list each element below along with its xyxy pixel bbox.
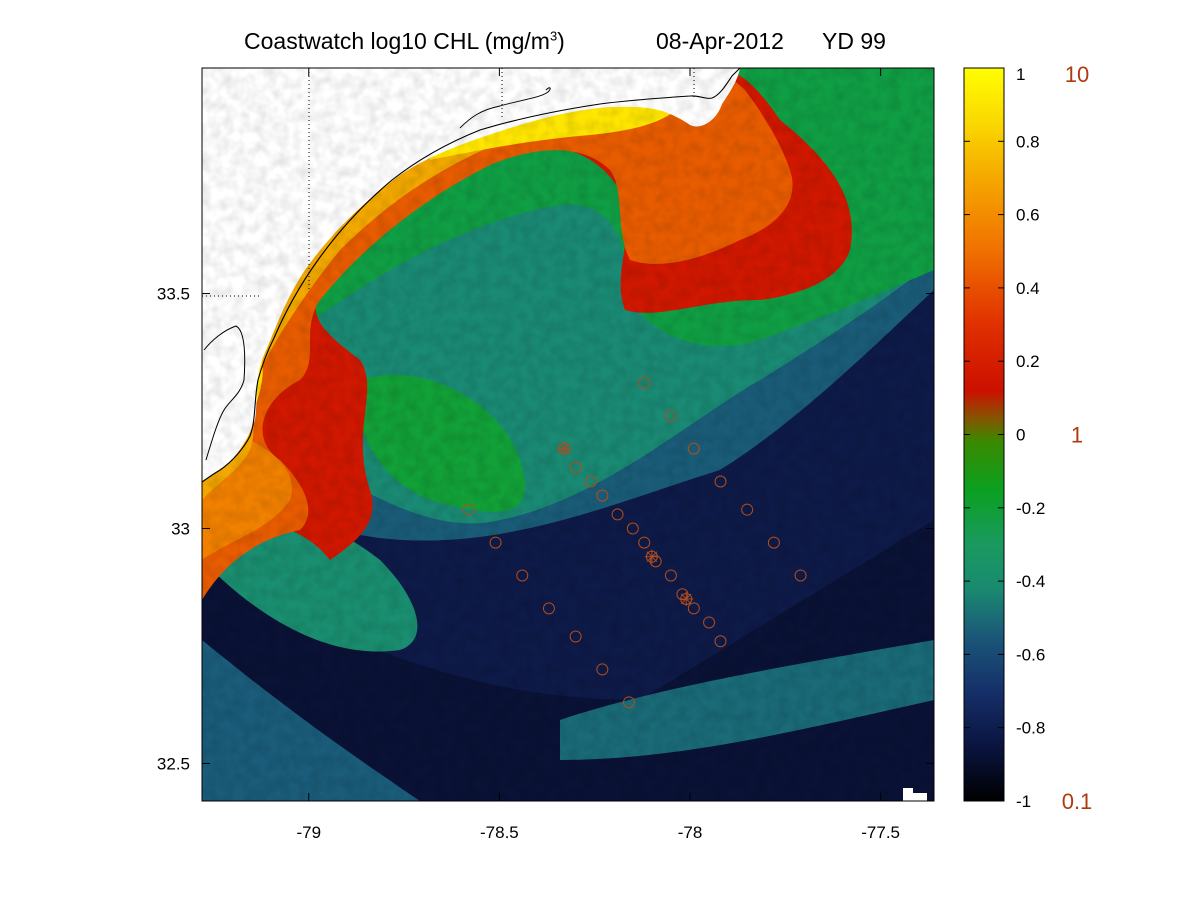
colorbar-linear-label: 10 [1065, 62, 1089, 87]
figure-title: Coastwatch log10 CHL (mg/m3) 08-Apr-2012… [200, 28, 940, 58]
station-marker [703, 616, 716, 629]
colorbar-tick-label: 1 [1016, 65, 1025, 84]
station-marker [611, 508, 624, 521]
station-marker [638, 376, 651, 389]
x-axis-ticks: -79 -78.5 -78 -77.5 [296, 68, 900, 842]
station-marker [626, 522, 639, 535]
station-marker [516, 569, 529, 582]
station-marker-star [679, 591, 694, 606]
station-marker [687, 442, 700, 455]
station-marker [638, 536, 651, 549]
colorbar-tick-label: 0.2 [1016, 352, 1040, 371]
colorbar-tick-label: -0.4 [1016, 572, 1045, 591]
colorbar-tick-label: -1 [1016, 792, 1031, 811]
station-marker [767, 536, 780, 549]
x-tick-label: -78 [678, 823, 703, 842]
inlet-outline [203, 325, 246, 461]
colorbar-tick-label: 0.4 [1016, 279, 1040, 298]
colorbar-linear-label: 0.1 [1062, 789, 1093, 814]
title-variable: Coastwatch log10 CHL (mg/m3) [244, 28, 565, 54]
station-marker [623, 696, 635, 709]
station-marker [664, 569, 677, 582]
station-marker [741, 503, 754, 516]
title-date: 08-Apr-2012 [656, 28, 784, 54]
chlorophyll-heatmap [202, 68, 934, 801]
station-marker [542, 602, 555, 615]
station-marker [664, 409, 677, 422]
y-tick-label: 33 [171, 519, 190, 538]
y-tick-label: 32.5 [157, 754, 190, 773]
colorbar-tick-label: 0.8 [1016, 132, 1040, 151]
colorbar-scale [964, 68, 1004, 801]
station-marker [649, 555, 662, 568]
colorbar-linear-labels: 10 1 0.1 [1062, 62, 1093, 814]
y-axis-ticks: 32.5 33 33.5 [157, 285, 934, 773]
title-yearday: YD 99 [822, 28, 886, 54]
station-marker [596, 663, 609, 676]
station-marker [584, 475, 597, 488]
station-marker [714, 635, 727, 648]
station-marker [687, 602, 700, 615]
colorbar-tick-label: 0.6 [1016, 206, 1040, 225]
x-tick-label: -79 [296, 823, 321, 842]
colorbar-tick-label: 0 [1016, 426, 1025, 445]
station-marker [714, 475, 727, 488]
colorbar-ticks: 1 0.8 0.6 0.4 0.2 0 -0.2 -0.4 -0.6 -0.8 -1 [964, 65, 1045, 811]
station-markers [462, 376, 807, 709]
station-marker [462, 503, 475, 516]
colorbar-tick-label: -0.8 [1016, 719, 1045, 738]
station-marker-star [557, 441, 572, 456]
station-marker [794, 569, 807, 582]
coastline [202, 68, 741, 483]
colorbar-tick-label: -0.2 [1016, 499, 1045, 518]
plot-axes: -79 -78.5 -78 -77.5 32.5 33 33.5 [157, 67, 935, 842]
station-marker [569, 630, 582, 643]
station-marker [489, 536, 502, 549]
x-tick-label: -77.5 [861, 823, 900, 842]
colorbar-linear-label: 1 [1071, 423, 1083, 448]
colorbar-tick-label: -0.6 [1016, 645, 1045, 664]
station-marker [676, 588, 689, 601]
y-tick-label: 33.5 [157, 285, 190, 304]
x-tick-label: -78.5 [480, 823, 519, 842]
station-marker [569, 461, 582, 474]
colorbar: 1 0.8 0.6 0.4 0.2 0 -0.2 -0.4 -0.6 -0.8 -1 10 1 0.1 [963, 62, 1093, 814]
station-marker-star [644, 549, 659, 564]
station-marker [596, 489, 609, 502]
